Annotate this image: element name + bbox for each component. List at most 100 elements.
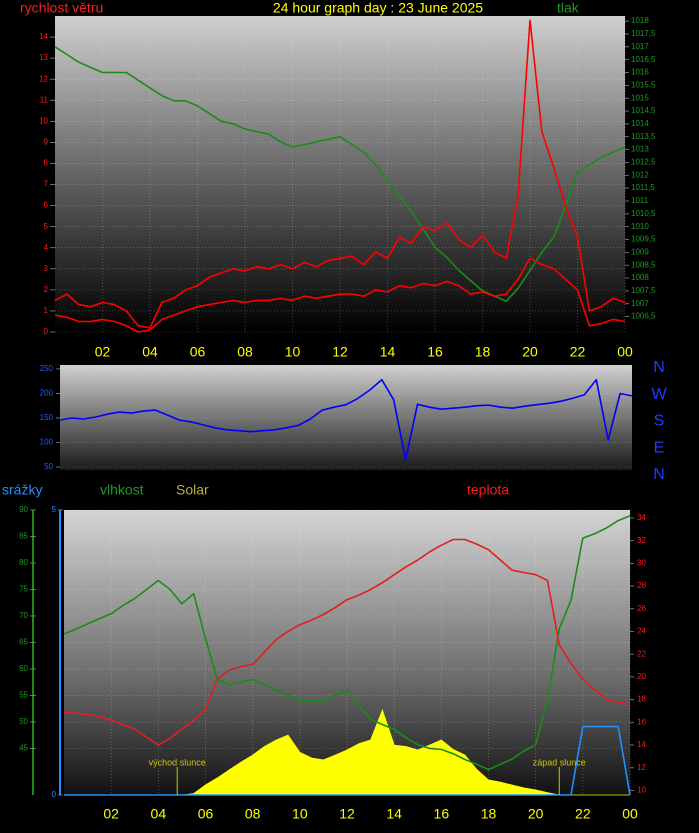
- y-tick-label: 80: [19, 558, 28, 567]
- plot-background: [55, 16, 625, 332]
- line: [63, 538, 631, 746]
- series-label: tlak: [557, 0, 580, 16]
- legend-label: Solar: [176, 482, 209, 498]
- y-tick-label: 100: [40, 438, 54, 447]
- y-tick-label: 1: [44, 306, 49, 315]
- y-tick-label: 1015,5: [631, 80, 656, 89]
- direction-label: N: [653, 359, 665, 376]
- y-tick-label: 1008,5: [631, 260, 656, 269]
- legend-label: teplota: [467, 482, 509, 498]
- y-tick-label: 60: [19, 664, 28, 673]
- y-tick-label: 1014,5: [631, 106, 656, 115]
- y-tick-label: 50: [19, 717, 28, 726]
- y-tick-label: 150: [40, 413, 54, 422]
- x-tick-label: 12: [332, 344, 348, 360]
- y-tick-label: 50: [44, 462, 53, 471]
- y-tick-label: 24: [637, 627, 646, 636]
- y-tick-label: 10: [39, 116, 48, 125]
- y-tick-label: 200: [40, 389, 54, 398]
- x-tick-label: 00: [622, 806, 638, 822]
- y-tick-label: 1012: [631, 170, 649, 179]
- y-tick-label: 20: [637, 672, 646, 681]
- y-tick-label: 1008: [631, 273, 649, 282]
- y-tick-label: 55: [19, 691, 28, 700]
- x-tick-label: 20: [522, 344, 538, 360]
- y-tick-label: 0: [44, 327, 49, 336]
- y-tick-label: 9: [44, 138, 49, 147]
- x-tick-label: 10: [292, 806, 308, 822]
- y-tick-label: 1012,5: [631, 158, 656, 167]
- y-tick-label: 85: [19, 532, 28, 541]
- x-tick-label: 16: [434, 806, 450, 822]
- y-tick-label: 32: [637, 536, 646, 545]
- y-tick-label: 1013: [631, 145, 649, 154]
- y-tick-label: 1009,5: [631, 235, 656, 244]
- legend-label: srážky: [2, 482, 42, 498]
- x-tick-label: 08: [245, 806, 261, 822]
- y-tick-label: 14: [637, 740, 646, 749]
- y-tick-label: 5: [44, 222, 49, 231]
- line: [54, 19, 626, 329]
- series-label: rychlost větru: [20, 0, 103, 16]
- x-tick-label: 08: [237, 344, 253, 360]
- y-tick-label: 1016: [631, 68, 649, 77]
- y-tick-label: 1015: [631, 93, 649, 102]
- x-tick-label: 22: [575, 806, 591, 822]
- y-tick-label: 34: [637, 513, 646, 522]
- y-tick-label: 75: [19, 585, 28, 594]
- y-tick-label: 7: [44, 180, 49, 189]
- y-tick-label: 45: [19, 743, 28, 752]
- y-tick-label: 6: [44, 201, 49, 210]
- x-tick-label: 06: [198, 806, 214, 822]
- y-tick-label: 11: [40, 95, 49, 104]
- y-tick-label: 1018: [631, 16, 649, 25]
- direction-label: E: [654, 439, 665, 456]
- y-tick-label: 18: [637, 695, 646, 704]
- y-tick-label: 3: [44, 264, 49, 273]
- plot-background: [64, 510, 630, 795]
- y-tick-label: 1007: [631, 299, 649, 308]
- y-tick-label: 0: [52, 790, 57, 799]
- annotation: východ slunce: [149, 757, 206, 767]
- x-tick-label: 06: [190, 344, 206, 360]
- x-tick-label: 20: [528, 806, 544, 822]
- plot-background: [60, 365, 632, 470]
- y-tick-label: 1017: [631, 42, 649, 51]
- y-tick-label: 30: [637, 558, 646, 567]
- x-tick-label: 10: [285, 344, 301, 360]
- x-tick-label: 02: [103, 806, 119, 822]
- y-tick-label: 13: [39, 53, 48, 62]
- x-tick-label: 18: [475, 344, 491, 360]
- y-tick-label: 26: [637, 604, 646, 613]
- y-tick-label: 65: [19, 638, 28, 647]
- y-tick-label: 1007,5: [631, 286, 656, 295]
- y-tick-label: 1011,5: [631, 183, 655, 192]
- y-tick-label: 16: [637, 717, 646, 726]
- y-tick-label: 1010: [631, 222, 649, 231]
- y-tick-label: 10: [637, 786, 646, 795]
- x-tick-label: 14: [380, 344, 396, 360]
- x-tick-label: 18: [481, 806, 497, 822]
- y-tick-label: 250: [40, 364, 54, 373]
- y-tick-label: 28: [637, 581, 646, 590]
- y-tick-label: 1013,5: [631, 132, 656, 141]
- y-tick-label: 1016,5: [631, 55, 656, 64]
- x-tick-label: 04: [142, 344, 158, 360]
- y-tick-label: 1017,5: [631, 29, 656, 38]
- x-tick-label: 12: [339, 806, 355, 822]
- y-tick-label: 1010,5: [631, 209, 656, 218]
- y-tick-label: 2: [44, 285, 49, 294]
- y-tick-label: 1009: [631, 247, 649, 256]
- legend-label: vlhkost: [100, 482, 144, 498]
- y-tick-label: 22: [637, 649, 646, 658]
- y-tick-label: 1006,5: [631, 312, 656, 321]
- y-tick-label: 5: [52, 505, 57, 514]
- x-tick-label: 00: [617, 344, 633, 360]
- y-tick-label: 1014: [631, 119, 649, 128]
- y-tick-label: 12: [39, 74, 48, 83]
- x-tick-label: 04: [151, 806, 167, 822]
- line: [54, 257, 626, 333]
- y-tick-label: 12: [637, 763, 646, 772]
- y-tick-label: 8: [44, 159, 49, 168]
